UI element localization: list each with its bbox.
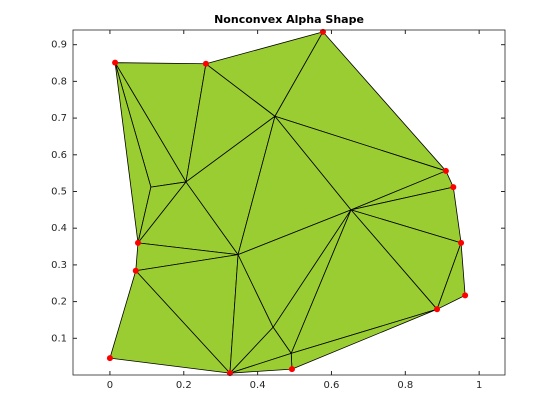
y-tick-label: 0.1 <box>51 333 67 344</box>
x-tick-label: 0.4 <box>250 380 266 391</box>
point-marker <box>450 184 457 191</box>
x-tick-label: 0.8 <box>397 380 413 391</box>
triangle <box>436 242 466 310</box>
x-tick-label: 0.2 <box>176 380 192 391</box>
point-marker <box>434 306 441 313</box>
point-marker <box>462 292 469 299</box>
point-marker <box>134 239 141 246</box>
point-marker <box>106 355 113 362</box>
y-tick-label: 0.8 <box>51 76 67 87</box>
point-marker <box>132 267 139 274</box>
point-marker <box>202 60 209 67</box>
x-tick-label: 1 <box>476 380 482 391</box>
y-tick-label: 0.7 <box>51 113 67 124</box>
point-marker <box>288 366 295 373</box>
y-tick-label: 0.4 <box>51 223 67 234</box>
point-marker <box>442 167 449 174</box>
y-tick-label: 0.6 <box>51 150 67 161</box>
chart-title: Nonconvex Alpha Shape <box>214 13 364 26</box>
y-tick-label: 0.3 <box>51 260 67 271</box>
x-tick-label: 0 <box>107 380 113 391</box>
triangle <box>109 270 231 374</box>
y-tick-label: 0.2 <box>51 297 67 308</box>
x-tick-label: 0.6 <box>324 380 340 391</box>
point-marker <box>458 239 465 246</box>
axes-box <box>72 29 506 376</box>
point-marker <box>112 59 119 66</box>
triangle <box>229 352 293 374</box>
y-tick-label: 0.9 <box>51 40 67 51</box>
y-tick-label: 0.5 <box>51 186 67 197</box>
